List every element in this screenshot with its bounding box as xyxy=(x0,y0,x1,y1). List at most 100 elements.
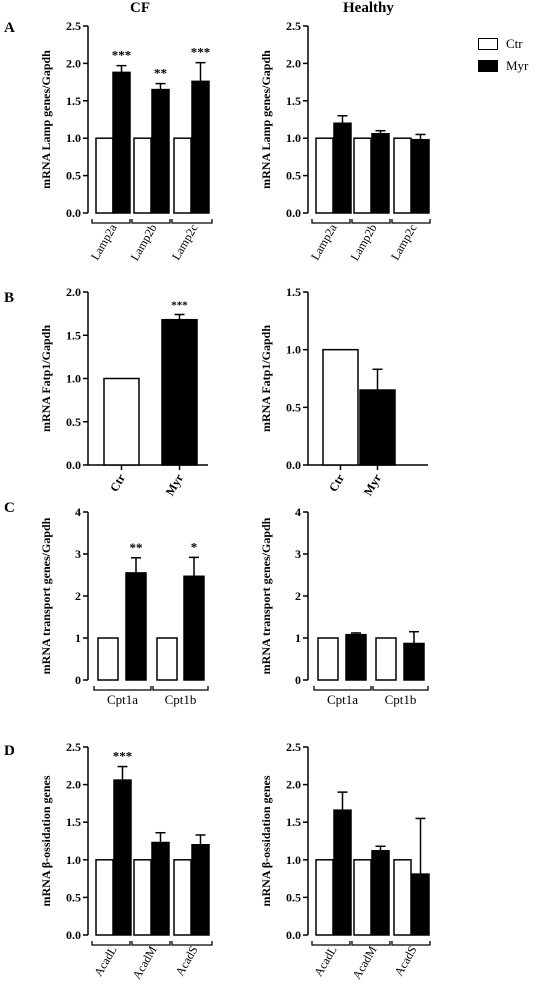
bar-myr-a-h-1 xyxy=(371,132,390,214)
bar-myr-b-cf xyxy=(161,318,198,466)
x-tick-label-d-cf-1: AcadM xyxy=(129,943,159,981)
y-tick-label-c-h-4: 4 xyxy=(295,505,301,519)
significance-a-cf-2: *** xyxy=(191,45,211,60)
y-tick-label-a-cf-4: 2.0 xyxy=(66,56,81,70)
x-tick-label-d-cf-2: AcadS xyxy=(172,944,200,979)
y-axis-label-b-h: mRNA Fatp1/Gapdh xyxy=(259,325,273,432)
legend-label-ctr: Ctr xyxy=(506,36,523,51)
y-tick-label-d-h-3: 1.5 xyxy=(286,815,301,829)
y-tick-label-b-cf-2: 1.0 xyxy=(66,372,81,386)
y-axis-label-d-cf: mRNA β-ossidation genes xyxy=(39,775,53,906)
bar-ctr-c-h-0 xyxy=(317,637,339,681)
panel-letter-b: B xyxy=(4,290,15,306)
x-tick-label-d-h-2: AcadS xyxy=(391,944,419,979)
bar-ctr-b-cf xyxy=(103,377,140,466)
x-tick-label-d-h-1: AcadM xyxy=(349,943,379,981)
y-tick-label-a-h-1: 0.5 xyxy=(286,169,301,183)
panel-letter-d: D xyxy=(4,743,15,759)
bar-myr-d-h-2 xyxy=(411,873,430,936)
group-bracket-c-h-1 xyxy=(372,686,429,691)
group-bracket-d-h-0 xyxy=(311,941,351,946)
bar-myr-a-h-0 xyxy=(333,122,352,214)
bar-ctr-a-h-2 xyxy=(393,137,412,214)
y-tick-label-c-cf-1: 1 xyxy=(75,631,81,645)
bar-ctr-a-cf-2 xyxy=(173,137,192,214)
y-tick-label-b-h-0: 0.0 xyxy=(286,458,301,472)
x-tick-label-a-h-1: Lamp2b xyxy=(347,222,379,264)
legend-swatch-ctr xyxy=(478,38,498,50)
y-tick-label-b-cf-3: 1.5 xyxy=(66,328,81,342)
y-tick-label-a-h-5: 2.5 xyxy=(286,19,301,33)
x-tick-label-c-cf-1: Cpt1b xyxy=(165,692,197,707)
bar-ctr-d-h-2 xyxy=(393,859,412,936)
group-bracket-c-cf-0 xyxy=(93,686,152,691)
x-tick-label-d-h-0: AcadL xyxy=(311,944,339,979)
significance-c-cf-1: * xyxy=(191,539,198,554)
y-tick-label-d-cf-1: 0.5 xyxy=(66,890,81,904)
column-header-cf: CF xyxy=(130,0,150,16)
bar-ctr-d-cf-1 xyxy=(133,859,152,936)
panel-letter-a: A xyxy=(4,20,15,36)
y-tick-label-a-cf-1: 0.5 xyxy=(66,169,81,183)
x-tick-label-c-h-0: Cpt1a xyxy=(327,692,358,707)
y-axis-label-c-h: mRNA transport genes/Gapdh xyxy=(259,517,273,674)
y-axis-label-b-cf: mRNA Fatp1/Gapdh xyxy=(39,325,53,432)
y-tick-label-c-h-3: 3 xyxy=(295,547,301,561)
legend-swatch-myr xyxy=(478,60,498,72)
legend-item-ctr: Ctr xyxy=(478,33,528,55)
x-tick-label-c-cf-0: Cpt1a xyxy=(107,692,138,707)
x-tick-label-d-cf-0: AcadL xyxy=(91,944,119,979)
y-tick-label-a-cf-5: 2.5 xyxy=(66,19,81,33)
column-header-healthy: Healthy xyxy=(343,0,394,16)
bar-myr-c-h-0 xyxy=(345,633,367,681)
group-bracket-a-cf-2 xyxy=(171,219,213,224)
y-tick-label-d-h-5: 2.5 xyxy=(286,740,301,754)
y-tick-label-d-cf-2: 1.0 xyxy=(66,853,81,867)
y-tick-label-a-cf-0: 0.0 xyxy=(66,206,81,220)
y-axis-label-a-cf: mRNA Lamp genes/Gapdh xyxy=(39,50,53,189)
y-tick-label-a-h-2: 1.0 xyxy=(286,131,301,145)
y-tick-label-a-h-3: 1.5 xyxy=(286,94,301,108)
bar-ctr-d-cf-2 xyxy=(173,859,192,936)
bar-myr-a-cf-1 xyxy=(151,88,170,214)
y-tick-label-b-h-3: 1.5 xyxy=(286,285,301,299)
bar-myr-a-h-2 xyxy=(411,138,430,214)
bar-ctr-a-h-1 xyxy=(353,137,372,214)
panel-letter-c: C xyxy=(4,500,15,516)
group-bracket-d-cf-0 xyxy=(91,941,131,946)
bar-myr-a-cf-0 xyxy=(112,71,131,214)
bar-ctr-d-h-1 xyxy=(353,859,372,936)
y-tick-label-c-cf-2: 2 xyxy=(75,589,81,603)
legend: Ctr Myr xyxy=(478,33,528,77)
bar-myr-c-cf-0 xyxy=(125,572,147,681)
group-bracket-a-h-2 xyxy=(391,219,431,224)
significance-c-cf-0: ** xyxy=(130,540,143,555)
significance-a-cf-0: *** xyxy=(112,48,132,63)
group-bracket-a-cf-1 xyxy=(131,219,171,224)
y-tick-label-b-cf-1: 0.5 xyxy=(66,415,81,429)
x-tick-label-a-h-2: Lamp2c xyxy=(388,222,420,263)
bar-ctr-a-h-0 xyxy=(315,137,334,214)
significance-b-cf-1: *** xyxy=(171,299,188,311)
bar-myr-d-h-1 xyxy=(371,850,390,936)
y-tick-label-d-cf-5: 2.5 xyxy=(66,740,81,754)
y-tick-label-b-h-2: 1.0 xyxy=(286,343,301,357)
y-tick-label-c-h-2: 2 xyxy=(295,589,301,603)
y-axis-label-a-h: mRNA Lamp genes/Gapdh xyxy=(259,50,273,189)
group-bracket-c-h-0 xyxy=(313,686,372,691)
bar-ctr-c-h-1 xyxy=(375,637,397,681)
y-tick-label-c-h-0: 0 xyxy=(295,673,301,687)
bar-myr-d-h-0 xyxy=(333,809,352,936)
bar-myr-d-cf-1 xyxy=(151,841,170,936)
bar-myr-c-cf-1 xyxy=(183,575,205,681)
bar-ctr-d-cf-0 xyxy=(95,859,114,936)
y-tick-label-d-cf-3: 1.5 xyxy=(66,815,81,829)
x-tick-label-b-h-0: Ctr xyxy=(326,471,347,494)
significance-a-cf-1: ** xyxy=(154,66,167,81)
bar-myr-d-cf-0 xyxy=(113,779,132,936)
legend-label-myr: Myr xyxy=(506,58,529,73)
bar-ctr-d-h-0 xyxy=(315,859,334,936)
x-tick-label-a-cf-0: Lamp2a xyxy=(88,221,120,263)
bar-myr-c-h-1 xyxy=(403,642,425,681)
